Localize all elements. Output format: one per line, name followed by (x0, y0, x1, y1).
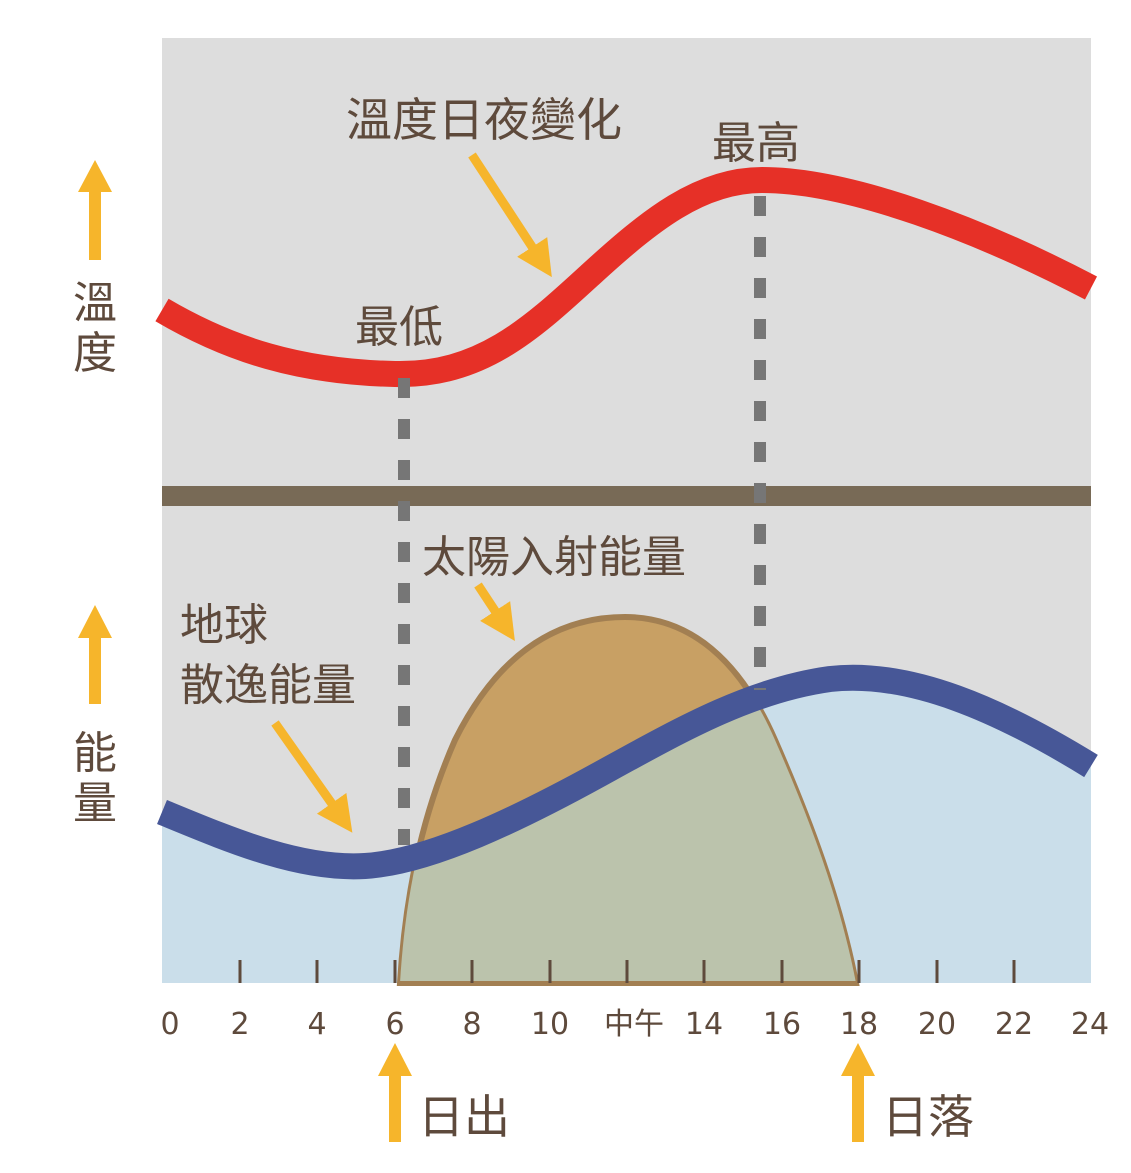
energy-axis-arrow-icon (78, 605, 112, 704)
svg-text:14: 14 (685, 1007, 723, 1042)
temp-axis-arrow-icon (78, 160, 112, 260)
temperature-curve (155, 166, 1098, 388)
svg-text:20: 20 (918, 1007, 956, 1042)
svg-text:2: 2 (230, 1007, 249, 1042)
temp-axis-label-2: 度 (73, 328, 117, 379)
temp-chart-title: 溫度日夜變化 (346, 93, 622, 147)
svg-text:4: 4 (307, 1007, 326, 1042)
svg-text:24: 24 (1071, 1007, 1109, 1042)
earth-arrow-icon (271, 720, 353, 833)
earth-energy-label-2: 散逸能量 (180, 660, 356, 711)
earth-energy-line (157, 664, 1098, 880)
svg-text:10: 10 (531, 1007, 569, 1042)
sunrise-arrow-icon (378, 1043, 412, 1142)
sunset-arrow-icon (841, 1043, 875, 1142)
temp-title-arrow-icon (468, 152, 552, 278)
energy-axis-label-1: 能 (73, 728, 117, 779)
svg-text:18: 18 (840, 1007, 878, 1042)
x-axis-ticks (238, 960, 1016, 983)
sunrise-label: 日出 (418, 1090, 510, 1144)
svg-text:6: 6 (385, 1007, 404, 1042)
temp-min-label: 最低 (355, 302, 443, 353)
svg-text:22: 22 (995, 1007, 1033, 1042)
svg-text:中午: 中午 (604, 1007, 664, 1042)
temp-axis-label-1: 溫 (73, 278, 117, 329)
svg-text:8: 8 (462, 1007, 481, 1042)
temperature-panel (162, 38, 1091, 486)
temp-max-label: 最高 (712, 118, 800, 169)
solar-arrow-icon (474, 582, 515, 642)
x-axis-labels: 0 2 4 6 8 10 中午 14 16 18 20 22 24 (160, 1007, 1109, 1042)
earth-energy-label-1: 地球 (180, 600, 268, 651)
solar-energy-label: 太陽入射能量 (422, 532, 686, 583)
sunset-label: 日落 (882, 1090, 974, 1144)
energy-axis-label-2: 量 (73, 778, 117, 829)
solar-earth-overlap (400, 677, 856, 983)
panel-divider (162, 486, 1091, 506)
svg-text:16: 16 (763, 1007, 801, 1042)
svg-text:0: 0 (160, 1007, 179, 1042)
